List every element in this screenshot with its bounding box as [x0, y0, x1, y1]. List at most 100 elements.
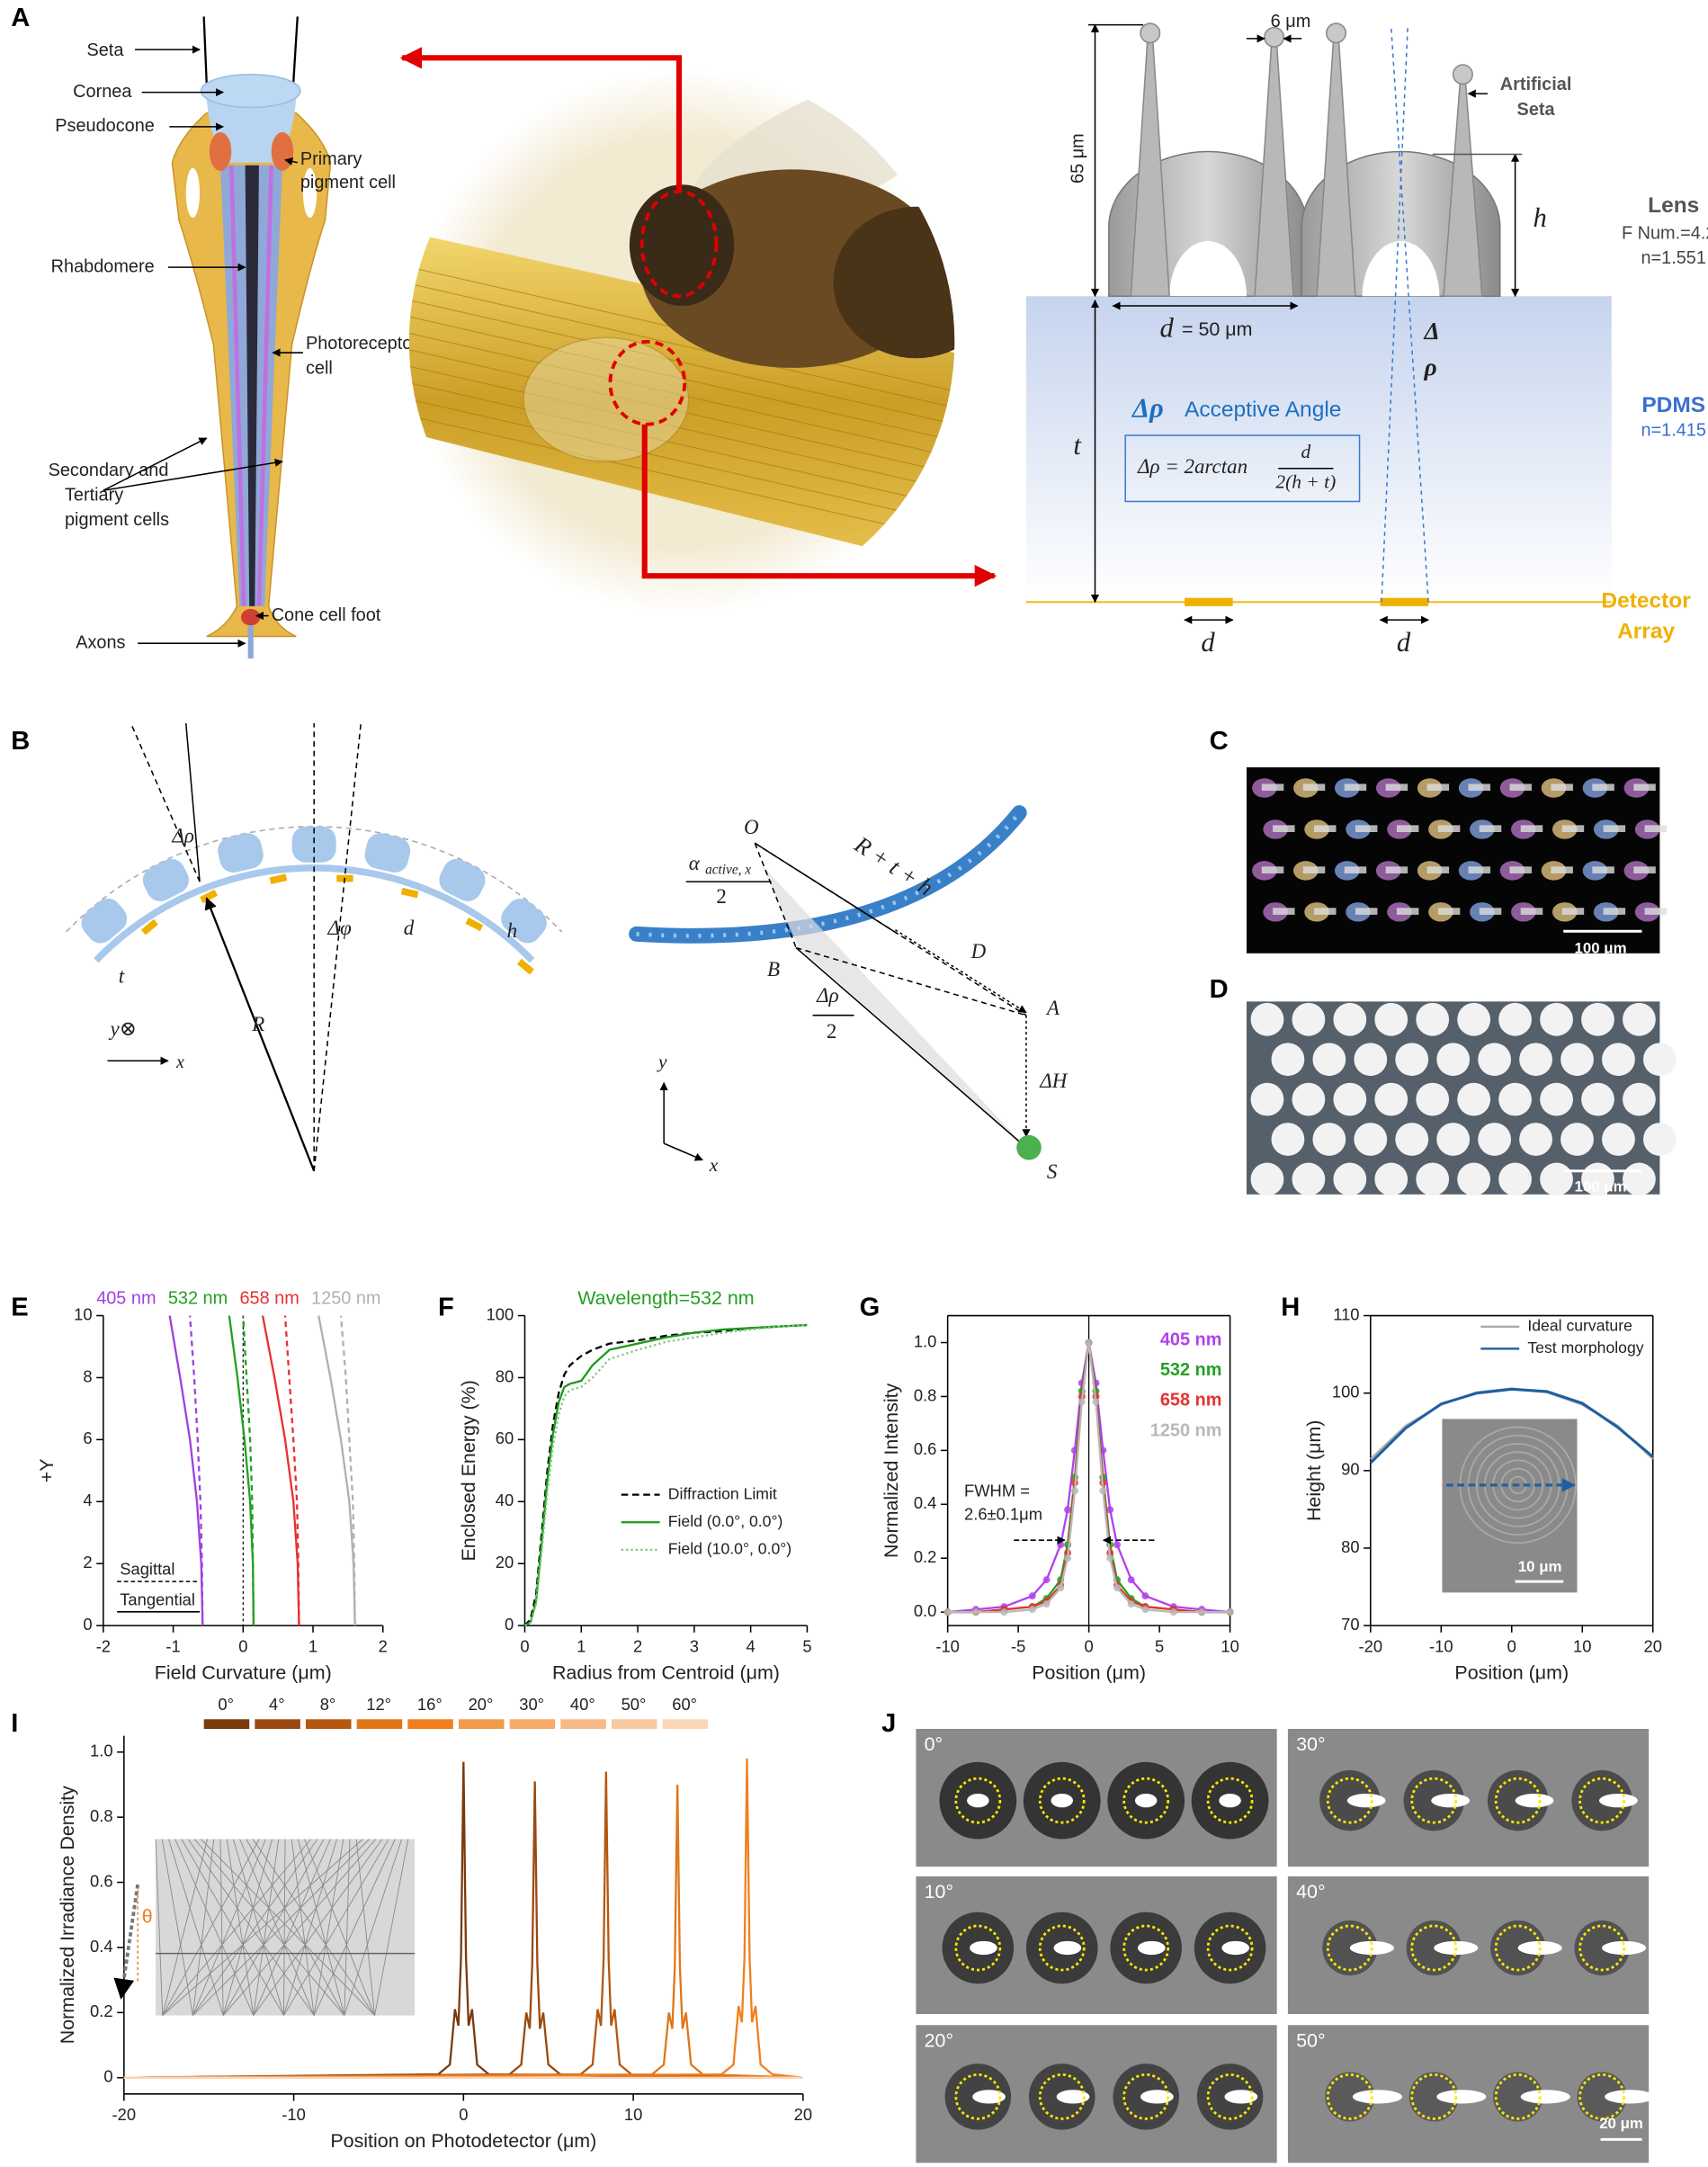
x-tick-label: 1: [577, 1636, 586, 1655]
y-tick-label: 2: [83, 1553, 92, 1572]
marker: [1169, 1608, 1177, 1616]
lens-spot: [1416, 1082, 1450, 1116]
pixel-outline: [1578, 2073, 1625, 2120]
label: 10°: [925, 1881, 953, 1903]
marker: [1198, 1608, 1206, 1616]
lenslet: [291, 826, 336, 863]
x-tick-label: -10: [935, 1636, 960, 1655]
tube-stripe: [408, 377, 955, 516]
x-tick-label: -2: [96, 1636, 111, 1655]
focal-spot: [970, 1940, 997, 1956]
label: S: [1047, 1160, 1058, 1183]
lens-image-text: [1273, 908, 1295, 915]
panel-label: D: [1210, 975, 1229, 1004]
lens-image-text: [1551, 866, 1573, 873]
label: Seta: [86, 40, 124, 60]
label: x: [709, 1154, 719, 1176]
tube-stripe: [408, 310, 955, 450]
lenslet: [364, 833, 411, 873]
legend-entry: 532 nm: [168, 1288, 228, 1308]
label: h: [507, 919, 517, 942]
curve: [261, 1315, 300, 1626]
label: d: [1397, 627, 1411, 658]
lens-image-text: [1302, 866, 1326, 873]
y-tick-label: 0.0: [914, 1601, 937, 1620]
panel-label: F: [438, 1294, 454, 1322]
chart-title: Wavelength=532 nm: [577, 1287, 754, 1309]
x-tick-label: 2: [379, 1636, 388, 1655]
ray: [253, 1839, 280, 2016]
panel-label: C: [1210, 727, 1229, 756]
marker: [1226, 1608, 1234, 1616]
focal-spot: [1056, 2090, 1090, 2104]
lens-image-text: [1396, 908, 1419, 915]
legend-swatch: [662, 1719, 709, 1729]
focal-spot: [1605, 2090, 1655, 2104]
pointer: [103, 437, 208, 491]
label: 6 μm: [1271, 12, 1311, 31]
y-tick-label: 110: [1333, 1304, 1359, 1323]
label: d: [1159, 313, 1174, 344]
legend-swatch: [458, 1719, 505, 1729]
panel-label: J: [881, 1709, 896, 1738]
ray: [192, 1839, 370, 2016]
marker: [1113, 1584, 1121, 1592]
lens-image-text: [1603, 825, 1626, 833]
y-axis-label: +Y: [36, 1458, 58, 1482]
lens-image-text: [1261, 866, 1284, 873]
ray: [184, 722, 201, 882]
legend-entry: 0°: [218, 1695, 234, 1714]
bee-head: [629, 184, 735, 306]
ray: [162, 1839, 260, 2016]
x-tick-label: 2: [633, 1636, 642, 1655]
pixel-outline: [1410, 1777, 1458, 1824]
label: 40°: [1296, 1881, 1325, 1903]
series-line: [123, 1758, 803, 2079]
legend-entry: Field (0.0°, 0.0°): [668, 1512, 783, 1530]
lens-spot: [1478, 1123, 1512, 1156]
bee-abdomen: [833, 206, 955, 359]
legend-entry: Test morphology: [1527, 1339, 1643, 1357]
legend-swatch: [305, 1719, 352, 1729]
label: Rhabdomere: [51, 256, 155, 276]
marker: [1064, 1554, 1072, 1563]
curve: [168, 1315, 204, 1626]
arrow-down: [641, 424, 997, 587]
x-tick-label: 1: [309, 1636, 317, 1655]
series-line: [523, 1323, 808, 1626]
curve: [228, 1315, 255, 1626]
label: Δρ: [816, 984, 839, 1007]
marker: [1106, 1506, 1114, 1514]
content: A B C D E F G H I J Seta Cornea Pseudocone Primary pig…: [11, 4, 1708, 2163]
label: Lens: [1648, 193, 1699, 218]
pixel: [465, 917, 484, 932]
series-line: [123, 1784, 803, 2079]
y-tick-label: 0.8: [914, 1385, 937, 1404]
curve: [339, 1315, 356, 1626]
x-axis-label: Position (μm): [1032, 1661, 1146, 1683]
label: Δρ: [1131, 392, 1164, 423]
ray: [754, 842, 899, 935]
label: 2(h + t): [1275, 470, 1336, 492]
label: α: [689, 852, 701, 874]
y-tick-label: 0.4: [90, 1937, 113, 1956]
lens-image-text: [1355, 908, 1378, 915]
lens-spot: [1271, 1043, 1305, 1077]
pixel-outline: [1410, 2073, 1458, 2120]
lens-spot: [1602, 1043, 1635, 1077]
lenslet: [501, 898, 547, 944]
label: d: [404, 917, 415, 939]
ray: [222, 1839, 273, 2016]
curve: [283, 1315, 300, 1626]
x-tick-label: 10: [1221, 1636, 1239, 1655]
primary-cell: [209, 132, 232, 171]
micrograph-c: [1246, 767, 1660, 954]
pixel-outline: [1206, 2073, 1254, 2120]
lens-spot: [1374, 1002, 1408, 1036]
lens-image-text: [1437, 825, 1461, 833]
legend-swatch: [255, 1719, 300, 1729]
pixel-outline: [1038, 2073, 1086, 2120]
lens-image-text: [1385, 784, 1408, 792]
